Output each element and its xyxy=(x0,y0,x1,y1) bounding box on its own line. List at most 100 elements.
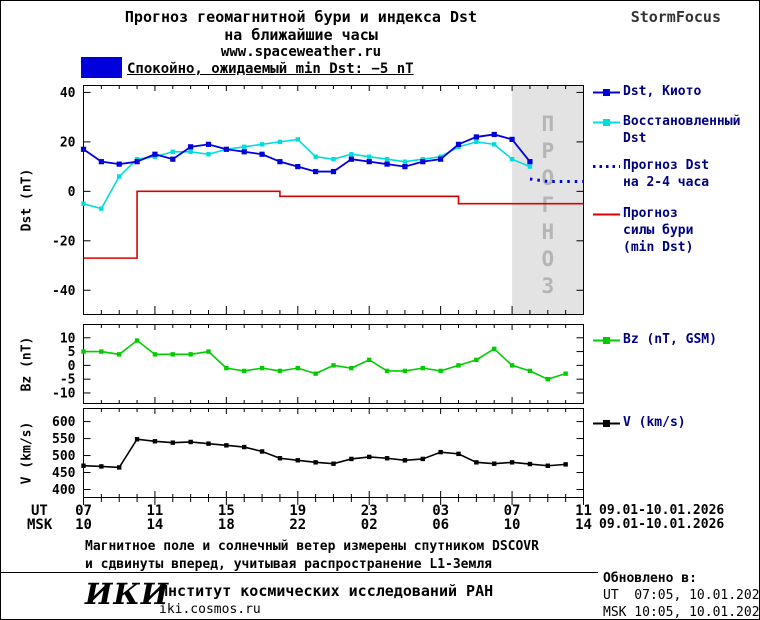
y-tick-label: 600 xyxy=(52,415,76,430)
y-tick-label: -40 xyxy=(52,284,76,299)
legend-text-line: Dst, Киото xyxy=(623,84,702,99)
data-marker xyxy=(170,156,176,162)
data-marker xyxy=(492,461,497,466)
legend-label-dst-kyoto: Dst, Киото xyxy=(623,83,701,100)
ut-tick-label: 15 xyxy=(217,503,235,519)
plot-border xyxy=(83,85,584,315)
data-marker xyxy=(205,141,212,147)
y-tick-label: 400 xyxy=(52,483,76,498)
data-marker xyxy=(349,152,354,157)
data-marker xyxy=(474,357,479,363)
y-tick-label: 0 xyxy=(68,185,76,200)
data-marker xyxy=(509,460,515,465)
data-marker xyxy=(384,456,390,461)
plot-border xyxy=(83,324,584,404)
data-marker xyxy=(456,363,461,368)
data-marker xyxy=(527,164,533,169)
data-marker xyxy=(438,449,443,455)
legend-text-line: силы бури xyxy=(623,223,694,238)
legend-swatch-forecast-icon xyxy=(593,165,620,168)
data-marker xyxy=(99,349,104,354)
data-marker xyxy=(491,131,497,138)
legend-item-storm-forecast: Прогноз силы бури (min Dst) xyxy=(593,205,693,256)
data-marker xyxy=(313,460,318,465)
msk-tick-label: 14 xyxy=(575,517,592,533)
data-marker xyxy=(152,151,158,157)
data-marker xyxy=(331,156,336,162)
legend-swatch-bz-icon xyxy=(593,337,620,344)
data-marker xyxy=(420,365,425,371)
legend-text-line: V (km/s) xyxy=(623,415,686,430)
data-marker xyxy=(367,154,372,159)
data-marker xyxy=(206,441,211,446)
legend-text-line: Bz (nT, GSM) xyxy=(623,332,717,347)
data-marker xyxy=(295,164,301,170)
data-marker xyxy=(259,449,265,454)
data-marker xyxy=(402,368,408,374)
data-marker xyxy=(438,156,444,162)
data-marker xyxy=(99,464,104,469)
data-marker xyxy=(295,365,300,371)
data-marker xyxy=(242,444,247,450)
data-marker xyxy=(206,152,211,157)
data-marker xyxy=(152,439,158,444)
data-marker xyxy=(492,346,497,352)
ut-tick-label: 03 xyxy=(432,503,450,519)
data-marker xyxy=(474,460,479,465)
data-marker xyxy=(295,137,300,142)
brand-label: StormFocus xyxy=(630,8,721,26)
msk-axis-row: MSK 09.01-10.01.2026 10 14 18 22 02 06 10 14 xyxy=(1,517,759,533)
forecast-watermark-letter: Н xyxy=(541,220,554,244)
data-marker xyxy=(117,465,122,470)
data-marker xyxy=(170,352,175,357)
series-v xyxy=(83,438,566,469)
status-color-swatch xyxy=(81,57,122,78)
ut-date-range: 09.01-10.01.2026 xyxy=(599,503,725,518)
forecast-region xyxy=(512,86,583,314)
y-tick-label: -20 xyxy=(52,234,76,249)
data-marker xyxy=(348,156,354,162)
legend-item-dst-kyoto: Dst, Киото xyxy=(593,83,701,100)
forecast-watermark-letter: П xyxy=(541,112,554,136)
data-marker xyxy=(98,159,104,165)
data-marker xyxy=(242,368,247,374)
data-marker xyxy=(81,349,86,354)
y-tick-label: 550 xyxy=(52,432,76,447)
data-marker xyxy=(241,149,247,155)
data-marker xyxy=(473,134,479,140)
footnote-line2: и сдвинуты вперед, учитывая распростране… xyxy=(85,557,492,572)
legend-label-v: V (km/s) xyxy=(623,414,686,431)
series-dst-restored xyxy=(83,138,531,210)
msk-tick-label: 10 xyxy=(503,517,521,533)
v-chart: 600 550 500 450 400 xyxy=(52,408,584,505)
y-tick-label: -10 xyxy=(52,386,76,401)
plot-border xyxy=(83,408,584,498)
data-marker xyxy=(402,164,408,170)
footer-divider xyxy=(1,572,598,573)
data-marker xyxy=(224,365,229,371)
legend-label-storm-forecast: Прогноз силы бури (min Dst) xyxy=(623,205,693,256)
data-marker xyxy=(456,451,461,457)
data-marker xyxy=(224,443,229,448)
data-marker xyxy=(474,139,479,145)
data-marker xyxy=(170,440,175,445)
data-marker xyxy=(563,371,568,376)
legend-item-bz: Bz (nT, GSM) xyxy=(593,331,717,348)
footnote-line1: Магнитное поле и солнечный ветер измерен… xyxy=(85,539,539,554)
forecast-watermark-letter: О xyxy=(541,166,554,190)
data-marker xyxy=(402,159,408,164)
ut-tick-label: 07 xyxy=(503,503,521,519)
data-marker xyxy=(331,363,336,368)
page-subtitle: на ближайшие часы xyxy=(224,26,378,44)
ut-tick-label: 11 xyxy=(146,503,164,519)
legend-label-bz: Bz (nT, GSM) xyxy=(623,331,717,348)
forecast-watermark-letter: Г xyxy=(541,193,554,217)
data-marker xyxy=(384,161,390,167)
data-marker xyxy=(134,159,140,165)
data-marker xyxy=(545,376,550,382)
ut-axis-row: UT 09.01-10.01.2026 07 11 15 19 23 03 07 11 xyxy=(1,503,759,519)
msk-tick-label: 02 xyxy=(360,517,378,533)
data-marker xyxy=(349,456,354,462)
